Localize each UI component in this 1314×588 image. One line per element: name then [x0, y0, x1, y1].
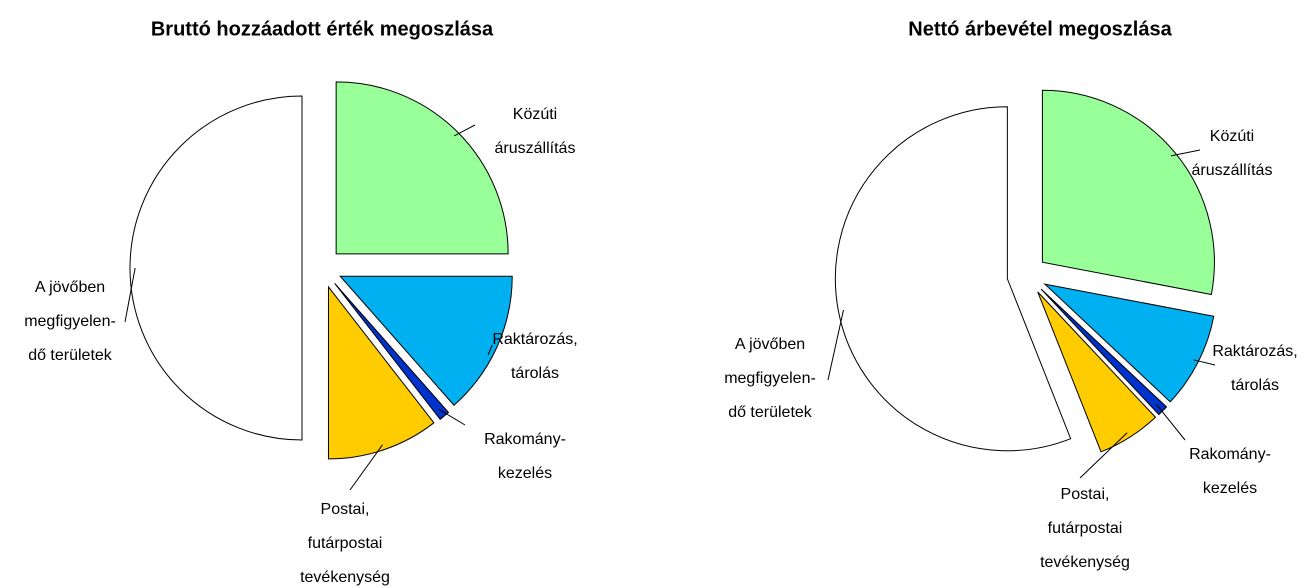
leader-line [827, 309, 844, 381]
slice-label: A jövőben [35, 279, 105, 296]
pie-slice [327, 285, 435, 460]
pie-slice [1037, 291, 1157, 453]
slice-label: kezelés [498, 465, 552, 482]
slice-label: futárpostai [308, 535, 383, 552]
slice-label: megfigyelen- [24, 313, 116, 330]
pie-slice [335, 81, 509, 255]
slice-label: áruszállítás [1192, 162, 1273, 179]
leader-line [124, 267, 136, 323]
pie-slice [334, 283, 450, 421]
pie-slice [1043, 283, 1215, 403]
slice-label: Postai, [1061, 486, 1110, 503]
pie-slice [834, 106, 1072, 452]
slice-label: dő területek [728, 404, 813, 421]
leader-line [487, 344, 493, 356]
leader-line [1193, 359, 1216, 366]
slice-label: Közúti [1210, 128, 1254, 145]
slice-label: Raktározás, [492, 331, 577, 348]
slice-label: tevékenység [300, 569, 390, 586]
slice-label: tárolás [511, 365, 559, 382]
leader-line [453, 124, 476, 137]
pie-slice [129, 95, 303, 441]
slice-label: A jövőben [735, 336, 805, 353]
leader-line [1170, 149, 1201, 157]
pie-slice [1040, 288, 1168, 416]
leader-line [349, 444, 383, 491]
slice-label: tevékenység [1040, 554, 1130, 571]
leader-line [1079, 432, 1128, 479]
slice-label: megfigyelen- [724, 370, 816, 387]
slice-label: Rakomány- [484, 431, 566, 448]
slice-label: kezelés [1203, 480, 1257, 497]
slice-label: Közúti [513, 106, 557, 123]
pie-slice [339, 275, 513, 406]
slice-label: futárpostai [1048, 520, 1123, 537]
slice-label: áruszállítás [495, 140, 576, 157]
slice-label: tárolás [1231, 377, 1279, 394]
leader-line [438, 408, 466, 426]
slice-label: Postai, [321, 501, 370, 518]
slice-label: Rakomány- [1189, 446, 1271, 463]
pie-slice [1041, 89, 1215, 296]
chart-title: Bruttó hozzáadott érték megoszlása [151, 18, 494, 40]
slice-label: Raktározás, [1212, 343, 1297, 360]
slice-label: dő területek [28, 347, 113, 364]
chart-title: Nettó árbevétel megoszlása [908, 18, 1172, 40]
leader-line [1156, 404, 1186, 441]
